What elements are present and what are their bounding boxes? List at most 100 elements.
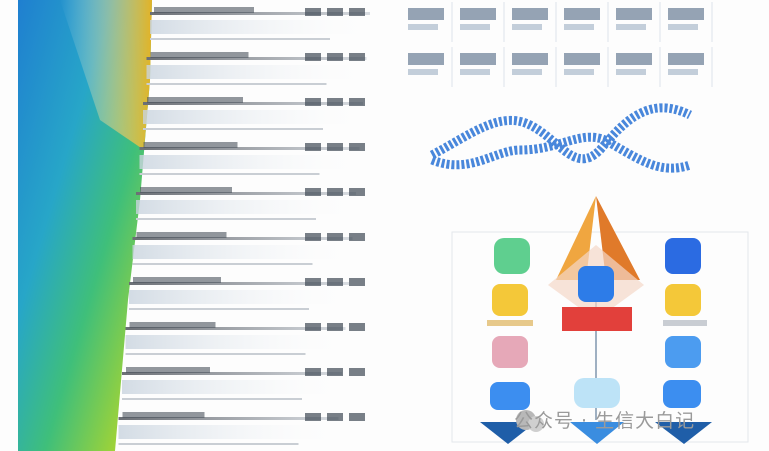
row-shade xyxy=(132,245,363,259)
row-glyphs xyxy=(349,98,365,106)
row-glyphs xyxy=(147,97,243,103)
rows xyxy=(118,7,380,445)
row-glyphs xyxy=(305,368,321,376)
row-glyphs xyxy=(327,278,343,286)
row-shade xyxy=(136,200,366,214)
row-glyphs xyxy=(349,413,365,421)
grid-cell xyxy=(668,24,698,30)
row-glyphs xyxy=(327,323,343,331)
grid-cell xyxy=(668,53,704,65)
row-shade xyxy=(139,155,370,169)
row-line xyxy=(129,282,349,285)
grid-cell xyxy=(512,8,548,20)
row-line xyxy=(122,372,342,375)
row-glyphs xyxy=(327,368,343,376)
grid-cell xyxy=(408,24,438,30)
row-shade xyxy=(150,20,380,34)
row-line xyxy=(125,353,306,355)
grid-cell xyxy=(408,69,438,75)
row-glyphs xyxy=(154,7,254,13)
row-glyphs xyxy=(349,143,365,151)
row-line xyxy=(129,308,309,310)
grid-cell xyxy=(460,69,490,75)
row-shade xyxy=(129,290,359,304)
row-glyphs xyxy=(122,412,205,418)
row-glyphs xyxy=(150,52,249,58)
row-glyphs xyxy=(143,142,238,148)
row-line xyxy=(146,57,367,60)
row-line xyxy=(150,38,330,40)
grid-cell xyxy=(460,8,496,20)
watermark: 公众号 · 生信大白记 xyxy=(514,410,696,432)
row-glyphs xyxy=(327,53,343,61)
row-shade xyxy=(118,425,349,439)
grid-cell xyxy=(616,69,646,75)
row-line xyxy=(143,102,363,105)
row-glyphs xyxy=(349,188,365,196)
row-line xyxy=(139,173,320,175)
row-line xyxy=(139,147,360,150)
row-glyphs xyxy=(305,323,321,331)
grid-cell xyxy=(564,69,594,75)
row-line xyxy=(132,263,313,265)
row-glyphs xyxy=(305,8,321,16)
row-line xyxy=(136,192,356,195)
diagram xyxy=(451,196,749,444)
row-line xyxy=(118,443,299,445)
row-shade xyxy=(143,110,373,124)
row-glyphs xyxy=(349,278,365,286)
row-glyphs xyxy=(133,277,221,283)
row-glyphs xyxy=(129,322,216,328)
grid-cell xyxy=(512,53,548,65)
grid-cell xyxy=(564,24,594,30)
row-glyphs xyxy=(349,368,365,376)
grid-cell xyxy=(616,53,652,65)
row-glyphs xyxy=(140,187,232,193)
row-line xyxy=(143,128,323,130)
row-glyphs xyxy=(305,98,321,106)
row-glyphs xyxy=(305,53,321,61)
grid-cell xyxy=(460,53,496,65)
spectrum-warm xyxy=(60,0,152,150)
row-glyphs xyxy=(305,233,321,241)
row-shade xyxy=(125,335,356,349)
row-glyphs xyxy=(327,188,343,196)
cell-grid xyxy=(408,2,713,87)
row-shade xyxy=(146,65,377,79)
row-line xyxy=(125,327,346,330)
row-glyphs xyxy=(327,233,343,241)
row-glyphs xyxy=(327,98,343,106)
grid-cell xyxy=(668,8,704,20)
row-line xyxy=(118,417,339,420)
row-line xyxy=(132,237,353,240)
row-glyphs xyxy=(126,367,210,373)
grid-cell xyxy=(564,8,600,20)
row-line xyxy=(122,398,302,400)
row-line xyxy=(136,218,316,220)
grid-cell xyxy=(564,53,600,65)
row-glyphs xyxy=(305,188,321,196)
grid-cell xyxy=(512,69,542,75)
row-glyphs xyxy=(327,143,343,151)
row-line xyxy=(150,12,370,15)
row-glyphs xyxy=(305,278,321,286)
grid-cell xyxy=(408,8,444,20)
row-glyphs xyxy=(349,53,365,61)
grid-cell xyxy=(668,69,698,75)
row-glyphs xyxy=(349,323,365,331)
row-glyphs xyxy=(349,233,365,241)
row-glyphs xyxy=(305,413,321,421)
watermark-icon xyxy=(516,410,544,432)
row-glyphs xyxy=(349,8,365,16)
helix xyxy=(429,103,693,173)
row-glyphs xyxy=(327,8,343,16)
row-glyphs xyxy=(327,413,343,421)
row-shade xyxy=(122,380,352,394)
grid-cell xyxy=(512,24,542,30)
grid-cell xyxy=(408,53,444,65)
grid-cell xyxy=(616,24,646,30)
row-line xyxy=(146,83,327,85)
grid-cell xyxy=(460,24,490,30)
